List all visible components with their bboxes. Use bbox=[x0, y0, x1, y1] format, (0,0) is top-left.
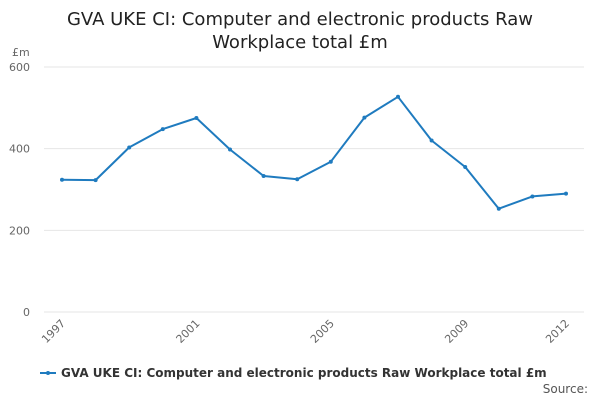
series-line-group bbox=[60, 94, 568, 211]
x-tick-label: 2012 bbox=[543, 317, 572, 346]
data-point[interactable] bbox=[261, 174, 266, 179]
legend-label: GVA UKE CI: Computer and electronic prod… bbox=[61, 366, 547, 380]
series-line bbox=[61, 95, 567, 210]
y-tick-label: 0 bbox=[23, 306, 30, 319]
legend[interactable]: GVA UKE CI: Computer and electronic prod… bbox=[40, 366, 547, 380]
data-point[interactable] bbox=[396, 94, 400, 99]
data-point[interactable] bbox=[93, 178, 98, 183]
chart-title-line-2: Workplace total £m bbox=[212, 32, 388, 53]
y-tick-label: 200 bbox=[9, 224, 30, 237]
data-point[interactable] bbox=[429, 138, 434, 143]
data-point[interactable] bbox=[530, 194, 535, 199]
gridlines bbox=[44, 66, 584, 313]
source-label: Source: bbox=[542, 382, 588, 396]
y-axis-label: £m bbox=[12, 46, 30, 59]
x-tick-label: 2005 bbox=[308, 317, 337, 346]
data-point[interactable] bbox=[60, 177, 64, 182]
chart-title: GVA UKE CI: Computer and electronic prod… bbox=[0, 8, 600, 54]
x-tick-label: 1997 bbox=[39, 317, 68, 346]
x-tick-label: 2009 bbox=[442, 317, 471, 346]
y-tick-label: 400 bbox=[9, 143, 30, 156]
data-point[interactable] bbox=[295, 177, 300, 182]
data-point[interactable] bbox=[228, 147, 232, 152]
x-tick-label: 2001 bbox=[174, 317, 203, 346]
data-point[interactable] bbox=[463, 165, 468, 170]
data-point[interactable] bbox=[564, 191, 568, 196]
data-point[interactable] bbox=[362, 115, 367, 120]
y-tick-label: 600 bbox=[9, 61, 30, 74]
data-point[interactable] bbox=[328, 159, 333, 164]
y-tick-labels: 0 200 400 600 bbox=[9, 61, 30, 319]
legend-swatch bbox=[40, 367, 56, 379]
x-tick-labels: 1997 2001 2005 2009 2012 bbox=[39, 317, 572, 346]
data-point[interactable] bbox=[496, 206, 501, 211]
legend-swatch-marker bbox=[46, 371, 50, 375]
chart-title-line-1: GVA UKE CI: Computer and electronic prod… bbox=[66, 9, 533, 30]
data-point[interactable] bbox=[194, 116, 199, 121]
data-point[interactable] bbox=[160, 127, 165, 132]
data-point[interactable] bbox=[127, 145, 132, 150]
